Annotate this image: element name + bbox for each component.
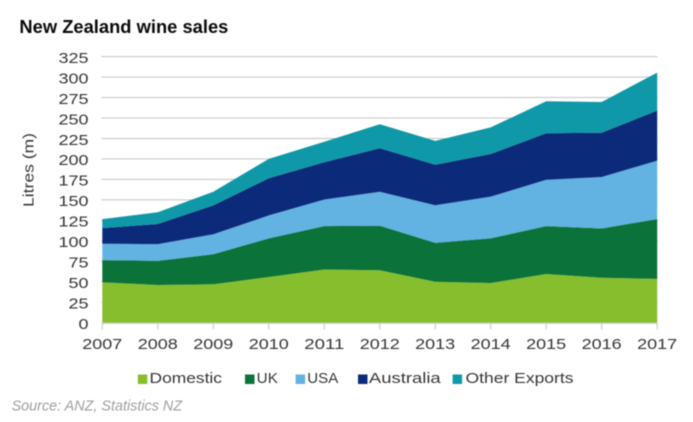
svg-text:275: 275 xyxy=(59,91,89,108)
svg-text:2010: 2010 xyxy=(249,336,289,353)
svg-text:25: 25 xyxy=(69,296,89,313)
svg-text:2016: 2016 xyxy=(582,336,622,353)
svg-text:250: 250 xyxy=(59,111,89,128)
svg-text:Domestic: Domestic xyxy=(150,370,223,387)
svg-text:Australia: Australia xyxy=(369,370,442,387)
svg-text:75: 75 xyxy=(69,255,89,272)
svg-text:2014: 2014 xyxy=(471,336,511,353)
svg-text:Litres (m): Litres (m) xyxy=(21,133,38,207)
svg-text:0: 0 xyxy=(79,316,89,333)
svg-text:325: 325 xyxy=(59,50,89,67)
svg-text:300: 300 xyxy=(59,70,89,87)
svg-text:2008: 2008 xyxy=(138,336,178,353)
svg-text:200: 200 xyxy=(59,152,89,169)
svg-text:2007: 2007 xyxy=(82,336,122,353)
svg-text:225: 225 xyxy=(59,132,89,149)
svg-text:125: 125 xyxy=(59,214,89,231)
svg-text:Other Exports: Other Exports xyxy=(466,370,574,387)
svg-text:150: 150 xyxy=(59,193,89,210)
svg-text:USA: USA xyxy=(307,370,338,387)
svg-text:175: 175 xyxy=(59,173,89,190)
svg-text:New Zealand wine sales: New Zealand wine sales xyxy=(19,16,228,37)
svg-text:2017: 2017 xyxy=(637,336,677,353)
svg-text:2012: 2012 xyxy=(360,336,400,353)
svg-text:Source: ANZ, Statistics NZ: Source: ANZ, Statistics NZ xyxy=(12,399,184,415)
svg-text:50: 50 xyxy=(69,275,89,292)
svg-text:100: 100 xyxy=(59,234,89,251)
svg-text:UK: UK xyxy=(257,370,278,387)
svg-text:2015: 2015 xyxy=(526,336,566,353)
svg-text:2009: 2009 xyxy=(193,336,233,353)
svg-text:2011: 2011 xyxy=(304,336,344,353)
svg-text:2013: 2013 xyxy=(415,336,455,353)
